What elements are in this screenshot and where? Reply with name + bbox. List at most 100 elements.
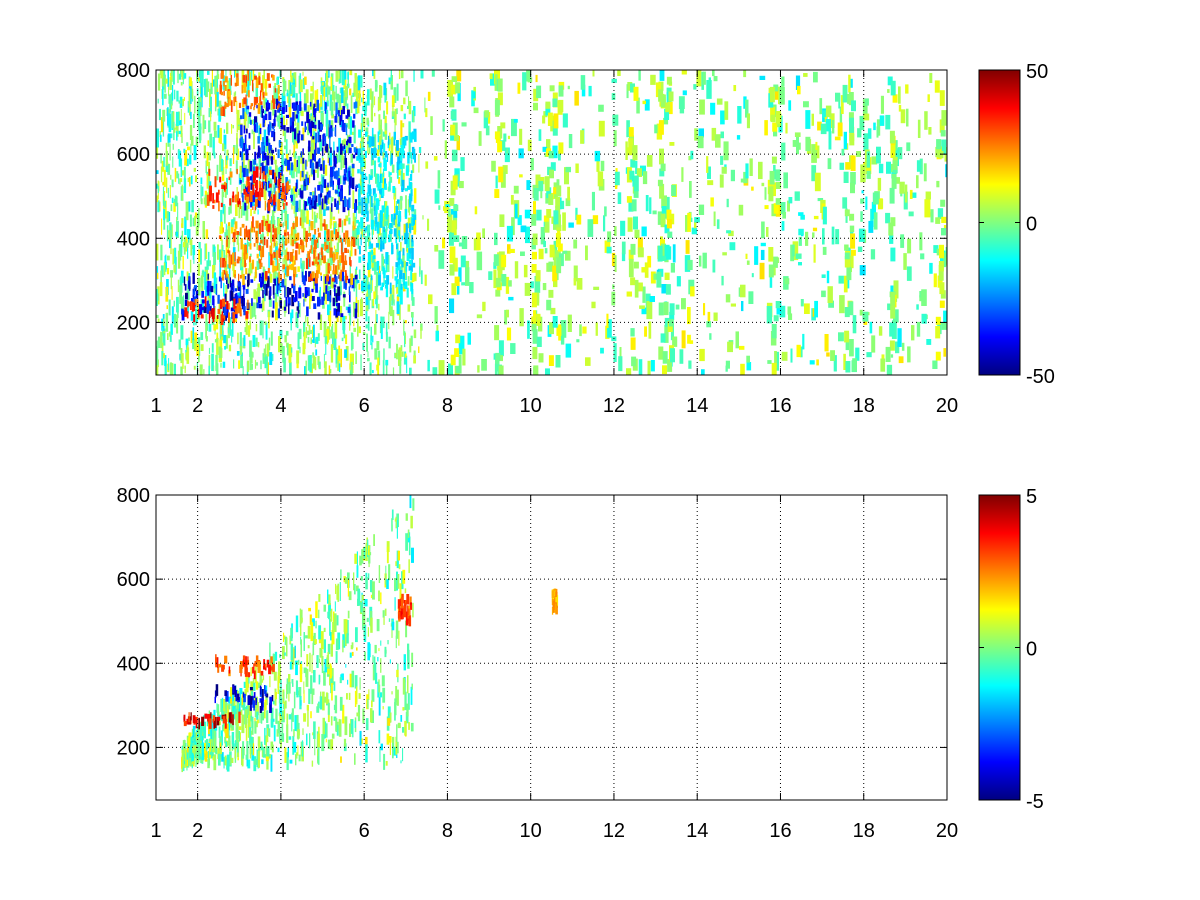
heatmap-cell (257, 191, 259, 197)
heatmap-cell (517, 215, 522, 226)
heatmap-cell (192, 272, 195, 284)
heatmap-cell (617, 192, 622, 204)
heatmap-cell (575, 163, 579, 173)
heatmap-cell (180, 270, 184, 283)
heatmap-cell (253, 160, 257, 165)
heatmap-cell (264, 92, 268, 96)
heatmap-cell (243, 111, 247, 130)
heatmap-cell (281, 209, 283, 221)
heatmap-cell (358, 326, 361, 334)
heatmap-cell (243, 97, 247, 105)
heatmap-cell (937, 208, 944, 219)
heatmap-cell (401, 571, 404, 590)
heatmap-cell (297, 745, 299, 756)
heatmap-cell (317, 333, 320, 341)
heatmap-cell (373, 96, 376, 106)
heatmap-cell (362, 147, 365, 151)
heatmap-cell (251, 743, 255, 756)
heatmap-cell (186, 242, 189, 248)
heatmap-cell (224, 736, 226, 744)
heatmap-cell (562, 212, 566, 231)
heatmap-cell (286, 637, 288, 657)
heatmap-cell (397, 147, 400, 157)
heatmap-cell (223, 90, 225, 96)
heatmap-cell (270, 331, 273, 346)
heatmap-cell (244, 689, 247, 696)
heatmap-cell (243, 83, 247, 93)
heatmap-cell (897, 147, 903, 160)
heatmap-cell (181, 133, 183, 143)
heatmap-cell (365, 230, 367, 234)
heatmap-cell (531, 316, 537, 324)
heatmap-cell (311, 654, 313, 674)
heatmap-cell (252, 678, 255, 684)
heatmap-cell (533, 188, 539, 201)
heatmap-cell (939, 300, 945, 308)
heatmap-cell (660, 94, 666, 108)
heatmap-cell (219, 742, 222, 750)
heatmap-cell (501, 254, 507, 268)
heatmap-cell (371, 195, 373, 208)
heatmap-cell (941, 216, 947, 223)
heatmap-cell (269, 245, 272, 256)
heatmap-cell (243, 306, 246, 312)
heatmap-cell (365, 296, 369, 306)
heatmap-cell (335, 70, 339, 82)
heatmap-cell (181, 745, 184, 750)
heatmap-cell (565, 198, 571, 207)
heatmap-cell (295, 274, 298, 278)
heatmap-cell (406, 239, 409, 252)
heatmap-cell (356, 551, 358, 567)
heatmap-cell (317, 264, 321, 274)
heatmap-cell (927, 94, 930, 102)
heatmap-cell (772, 256, 778, 268)
heatmap-cell (335, 229, 338, 241)
heatmap-cell (534, 276, 541, 293)
heatmap-cell (224, 101, 227, 109)
heatmap-cell (838, 332, 844, 342)
heatmap-cell (380, 325, 383, 339)
heatmap-cell (316, 240, 319, 249)
heatmap-cell (845, 162, 851, 170)
heatmap-cell (296, 306, 299, 311)
heatmap-cell (600, 347, 604, 354)
heatmap-cell (212, 205, 215, 209)
heatmap-cell (768, 264, 774, 278)
heatmap-cell (330, 643, 333, 657)
heatmap-cell (272, 260, 275, 273)
heatmap-cell (217, 244, 219, 260)
heatmap-cell (291, 309, 294, 319)
heatmap-cell (443, 206, 446, 211)
heatmap-cell (842, 84, 848, 103)
heatmap-cell (357, 225, 360, 235)
heatmap-cell (545, 103, 551, 116)
heatmap-cell (188, 282, 191, 291)
heatmap-cell (362, 331, 366, 335)
heatmap-cell (257, 224, 259, 241)
heatmap-cell (211, 720, 213, 739)
heatmap-cell (179, 285, 182, 304)
heatmap-cell (328, 594, 331, 611)
heatmap-cell (330, 632, 333, 641)
heatmap-cell (262, 320, 264, 339)
heatmap-cell (310, 221, 314, 231)
heatmap-cell (322, 717, 325, 735)
heatmap-cell (851, 255, 854, 269)
heatmap-cell (327, 311, 330, 322)
heatmap-cell (365, 324, 368, 329)
heatmap-cell (352, 92, 354, 97)
heatmap-cell (391, 153, 393, 165)
heatmap-cell (335, 583, 337, 594)
heatmap-cell (367, 357, 370, 362)
heatmap-cell (389, 226, 392, 242)
heatmap-cell (247, 241, 250, 247)
heatmap-cell (335, 102, 338, 115)
heatmap-cell (380, 211, 383, 222)
heatmap-cell (295, 754, 297, 766)
heatmap-cell (226, 308, 229, 318)
heatmap-cell (318, 625, 321, 640)
heatmap-cell (319, 124, 323, 130)
heatmap-cell (250, 667, 252, 676)
heatmap-cell (167, 255, 170, 261)
heatmap-cell (522, 72, 527, 91)
